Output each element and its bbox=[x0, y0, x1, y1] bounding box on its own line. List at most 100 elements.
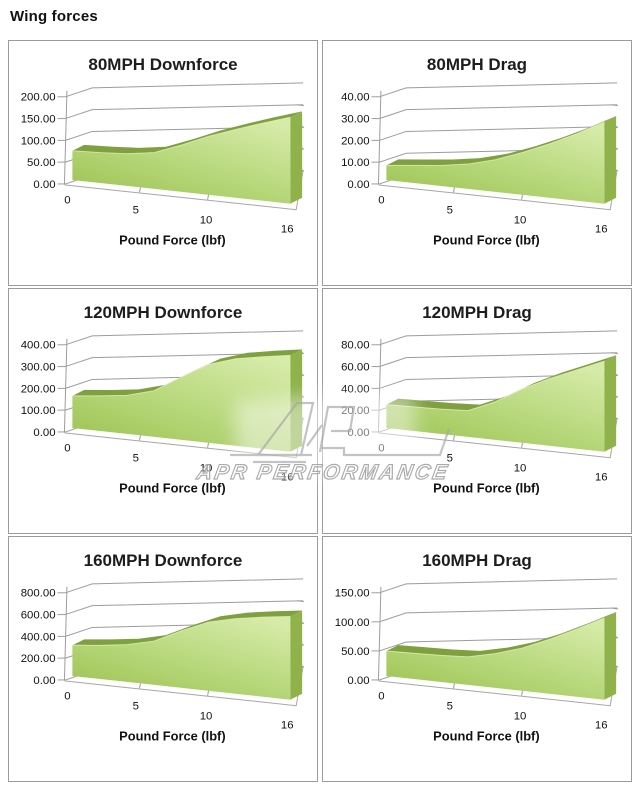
y-tick-label: 0.00 bbox=[33, 675, 55, 687]
x-tick-mark bbox=[207, 194, 210, 200]
x-tick-label: 0 bbox=[378, 443, 384, 455]
chart-plot-160mph-downforce: 0.00 200.00 400.00 600.00 800.00 0 5 10 16 Pound … bbox=[21, 578, 305, 743]
chart-plot-120mph-downforce: 0.00 100.00 200.00 300.00 400.00 0 5 10 16 Pound … bbox=[21, 330, 305, 495]
right-wall-tick-mark bbox=[297, 104, 305, 107]
panel-80mph-drag: 80MPH Drag 0.00 10.00 20.00 30.00 40.00 0 5 10 1… bbox=[322, 40, 632, 286]
area-side-surface bbox=[290, 610, 303, 700]
x-axis-title: Pound Force (lbf) bbox=[119, 480, 225, 495]
area-side-surface bbox=[290, 349, 303, 452]
x-tick-mark bbox=[452, 435, 455, 441]
x-tick-label: 0 bbox=[64, 195, 70, 207]
area-front-face bbox=[72, 616, 291, 700]
y-axis-line bbox=[377, 90, 382, 184]
x-tick-label: 5 bbox=[447, 453, 453, 465]
chart-title: 120MPH Downforce bbox=[83, 303, 243, 322]
y-tick-label: 50.00 bbox=[27, 157, 55, 169]
y-tick-label: 150.00 bbox=[335, 588, 370, 600]
chart-plot-160mph-drag: 0.00 50.00 100.00 150.00 0 5 10 16 Pound Force (… bbox=[335, 578, 619, 743]
gridline bbox=[65, 330, 304, 346]
x-axis-title: Pound Force (lbf) bbox=[433, 728, 539, 743]
y-tick-label: 80.00 bbox=[341, 340, 369, 352]
y-tick-label: 300.00 bbox=[21, 362, 56, 374]
x-tick-label: 0 bbox=[378, 195, 384, 207]
area-top-highlight bbox=[386, 121, 605, 166]
x-tick-label: 0 bbox=[64, 691, 70, 703]
x-tick-mark bbox=[207, 442, 210, 448]
x-axis-title: Pound Force (lbf) bbox=[119, 728, 225, 743]
y-tick-label: 10.00 bbox=[341, 157, 369, 169]
area-front-face bbox=[72, 355, 291, 452]
chart-plot-120mph-drag: 0.00 20.00 40.00 60.00 80.00 0 5 10 16 Pound Forc… bbox=[341, 330, 619, 495]
chart-plot-80mph-drag: 0.00 10.00 20.00 30.00 40.00 0 5 10 16 Pound Forc… bbox=[341, 82, 619, 247]
x-tick-mark bbox=[207, 690, 210, 696]
y-tick-label: 40.00 bbox=[341, 92, 369, 104]
chart-title: 160MPH Drag bbox=[422, 551, 532, 570]
chart-title: 160MPH Downforce bbox=[83, 551, 243, 570]
x-tick-label: 16 bbox=[595, 719, 608, 731]
y-tick-label: 100.00 bbox=[21, 135, 56, 147]
y-axis-line bbox=[377, 338, 382, 432]
x-tick-label: 16 bbox=[595, 471, 608, 483]
x-tick-label: 16 bbox=[281, 471, 294, 483]
y-axis-line bbox=[63, 338, 68, 432]
gridline bbox=[65, 82, 304, 98]
y-tick-label: 0.00 bbox=[347, 675, 369, 687]
area-top-highlight bbox=[72, 615, 291, 646]
y-tick-label: 150.00 bbox=[21, 114, 56, 126]
y-tick-label: 0.00 bbox=[347, 179, 369, 191]
area-side-surface bbox=[604, 355, 617, 452]
gridline bbox=[379, 352, 618, 368]
area-top-highlight bbox=[386, 360, 605, 412]
right-wall-tick-mark bbox=[611, 607, 619, 610]
panel-120mph-downforce: 120MPH Downforce 0.00 100.00 200.00 300.00 4… bbox=[8, 288, 318, 534]
gridline bbox=[379, 578, 618, 594]
y-tick-label: 0.00 bbox=[33, 179, 55, 191]
x-tick-label: 5 bbox=[447, 205, 453, 217]
area-top-surface bbox=[386, 355, 617, 411]
y-tick-label: 30.00 bbox=[341, 114, 369, 126]
gridline bbox=[65, 600, 304, 616]
gridline bbox=[379, 104, 618, 120]
gridline bbox=[379, 125, 618, 141]
chart-title: 80MPH Downforce bbox=[88, 55, 238, 74]
y-tick-label: 800.00 bbox=[21, 588, 56, 600]
area-top-highlight bbox=[386, 617, 605, 658]
x-tick-mark bbox=[452, 187, 455, 193]
area-front-face bbox=[72, 117, 291, 204]
x-tick-label: 16 bbox=[281, 719, 294, 731]
y-tick-label: 20.00 bbox=[341, 135, 369, 147]
x-tick-label: 0 bbox=[378, 691, 384, 703]
y-tick-label: 200.00 bbox=[21, 383, 56, 395]
y-tick-label: 200.00 bbox=[21, 653, 56, 665]
gridline bbox=[379, 82, 618, 98]
gridline bbox=[65, 352, 304, 368]
y-tick-label: 0.00 bbox=[33, 427, 55, 439]
y-axis-line bbox=[377, 586, 382, 680]
x-tick-label: 10 bbox=[200, 463, 213, 475]
chart-title: 120MPH Drag bbox=[422, 303, 532, 322]
area-front-face bbox=[386, 617, 605, 700]
area-top-surface bbox=[72, 349, 303, 396]
gridline bbox=[65, 578, 304, 594]
y-tick-label: 40.00 bbox=[341, 383, 369, 395]
x-tick-label: 10 bbox=[200, 711, 213, 723]
area-front-face bbox=[386, 121, 605, 204]
area-side-surface bbox=[604, 611, 617, 700]
area-top-surface bbox=[386, 611, 617, 657]
y-tick-label: 400.00 bbox=[21, 631, 56, 643]
panel-160mph-drag: 160MPH Drag 0.00 50.00 100.00 150.00 0 5 10 16 P… bbox=[322, 536, 632, 782]
x-tick-label: 10 bbox=[514, 711, 527, 723]
x-tick-label: 16 bbox=[595, 223, 608, 235]
x-tick-label: 5 bbox=[133, 453, 139, 465]
right-wall-tick-mark bbox=[297, 600, 305, 603]
area-top-highlight bbox=[72, 354, 291, 397]
page-title: Wing forces bbox=[10, 8, 98, 25]
right-wall-tick-mark bbox=[611, 104, 619, 107]
y-axis-line bbox=[63, 586, 68, 680]
right-wall-tick-mark bbox=[611, 352, 619, 355]
chart-title: 80MPH Drag bbox=[426, 55, 528, 74]
panel-160mph-downforce: 160MPH Downforce 0.00 200.00 400.00 600.00 8… bbox=[8, 536, 318, 782]
chart-plot-80mph-downforce: 0.00 50.00 100.00 150.00 200.00 0 5 10 16 Pound F… bbox=[21, 82, 305, 247]
panel-80mph-downforce: 80MPH Downforce 0.00 50.00 100.00 150.00 200… bbox=[8, 40, 318, 286]
x-tick-mark bbox=[521, 194, 524, 200]
